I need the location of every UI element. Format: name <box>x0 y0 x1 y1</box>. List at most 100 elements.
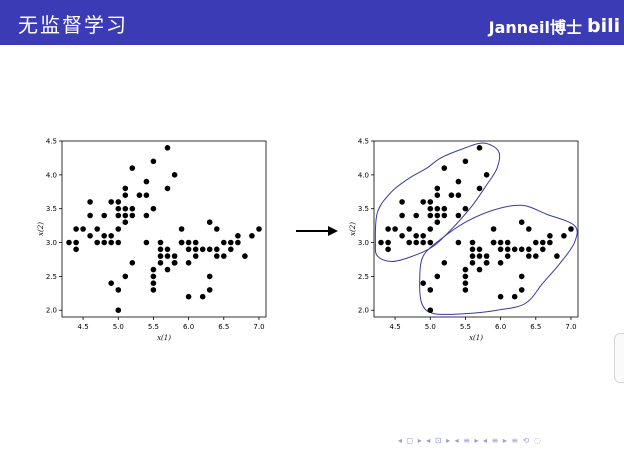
data-point <box>441 260 448 266</box>
data-point <box>469 239 476 246</box>
data-point <box>420 199 426 205</box>
data-point <box>434 192 441 198</box>
data-point <box>518 219 525 225</box>
data-point <box>455 178 462 185</box>
data-point <box>441 205 448 212</box>
data-point <box>427 287 434 293</box>
data-point <box>476 246 483 253</box>
data-point <box>129 205 136 212</box>
data-point <box>504 246 511 253</box>
slide-title: 无监督学习 <box>18 13 128 37</box>
data-point <box>73 239 79 246</box>
scatter-plot-right-svg: 4.5 5.0 5.5 6.0 6.5 7.0 2.0 2.5 3.0 3.5 4.0 4.5 x(1)… <box>349 138 579 342</box>
data-point <box>115 205 122 212</box>
data-point <box>427 239 434 246</box>
data-point <box>228 239 234 246</box>
side-panel-tab[interactable] <box>614 333 624 383</box>
data-point <box>554 253 560 259</box>
data-point <box>164 266 171 273</box>
data-point <box>143 212 150 219</box>
y-tick-label: 2.0 <box>358 307 369 315</box>
x-tick-label: 7.0 <box>253 323 264 331</box>
data-point <box>192 246 199 253</box>
data-point <box>150 158 157 165</box>
data-point <box>427 226 434 232</box>
data-point <box>66 239 72 246</box>
data-point <box>199 246 206 253</box>
data-point <box>164 246 171 253</box>
data-point <box>115 226 122 232</box>
data-point <box>185 293 192 300</box>
y-tick-label: 2.5 <box>358 273 369 281</box>
data-point <box>73 246 79 253</box>
x-tick-label: 4.5 <box>390 323 401 331</box>
data-point <box>185 260 192 266</box>
data-point <box>87 199 93 205</box>
y-axis-label: x(2) <box>37 222 45 236</box>
data-point <box>157 239 164 246</box>
x-tick-label: 5.5 <box>148 323 159 331</box>
data-point <box>108 199 114 205</box>
data-point <box>427 205 434 212</box>
y-tick-label: 2.0 <box>46 307 57 315</box>
x-axis-label: x(1) <box>157 334 171 342</box>
x-axis-label: x(1) <box>469 334 483 342</box>
logo-text: bili <box>587 15 620 37</box>
arrow-right-icon <box>296 226 338 236</box>
data-point <box>434 273 441 280</box>
x-tick-label: 5.5 <box>460 323 471 331</box>
data-point <box>221 253 227 259</box>
data-point <box>420 239 426 246</box>
cluster-outline-2 <box>419 204 578 316</box>
plot-frame <box>373 140 579 318</box>
data-point <box>242 253 248 259</box>
data-point <box>427 199 434 205</box>
data-point <box>108 239 114 246</box>
data-point <box>427 307 434 313</box>
data-point <box>129 212 136 219</box>
data-point <box>129 260 136 266</box>
data-point <box>385 239 391 246</box>
data-point <box>476 145 483 151</box>
data-point <box>490 226 497 232</box>
data-point <box>108 280 114 286</box>
data-point <box>504 239 511 246</box>
data-point <box>526 253 532 259</box>
x-tick-label: 5.0 <box>113 323 124 331</box>
y-tick-label: 3.0 <box>358 239 369 247</box>
x-tick-label: 6.5 <box>218 323 229 331</box>
data-point <box>399 199 405 205</box>
data-point <box>150 280 157 286</box>
data-point <box>448 192 455 198</box>
data-point <box>420 280 426 286</box>
data-point <box>178 239 185 246</box>
data-point <box>476 266 483 273</box>
data-point <box>540 246 546 253</box>
data-point <box>504 253 511 259</box>
y-tick-label: 3.5 <box>46 205 57 213</box>
x-tick-label: 5.0 <box>425 323 436 331</box>
data-point <box>511 246 518 253</box>
data-point <box>399 233 405 239</box>
data-point <box>561 233 567 239</box>
data-point <box>518 273 525 280</box>
data-point <box>115 287 122 293</box>
data-point <box>533 253 539 259</box>
data-point <box>171 253 178 259</box>
data-point <box>122 273 129 280</box>
y-tick-label: 3.0 <box>46 239 57 247</box>
data-point <box>80 226 86 232</box>
data-point <box>476 253 483 259</box>
data-point <box>434 185 441 192</box>
data-point <box>171 172 178 178</box>
data-point <box>540 239 546 246</box>
data-point <box>518 287 525 293</box>
x-tick-label: 4.5 <box>78 323 89 331</box>
data-point <box>122 212 129 219</box>
data-point <box>392 226 398 232</box>
x-tick-label: 6.0 <box>183 323 194 331</box>
data-point <box>94 239 100 246</box>
data-point <box>87 212 93 219</box>
slide-navigation-bar[interactable]: ◂ ◻ ▸ ◂ ⊡ ▸ ◂ ≡ ▸ ◂ ≡ ▸ ≡ ⟲ ◌ <box>398 436 542 445</box>
data-point <box>221 239 227 246</box>
